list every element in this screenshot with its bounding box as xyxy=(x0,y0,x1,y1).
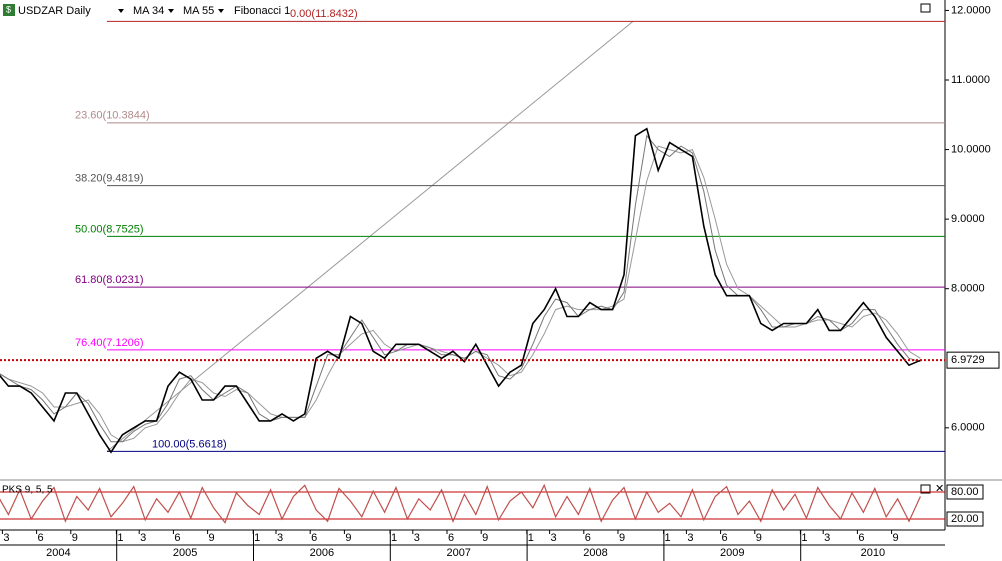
dropdown-arrow[interactable] xyxy=(118,9,124,13)
x-tick-label: 3 xyxy=(824,532,830,544)
year-label: 2004 xyxy=(46,547,70,559)
x-tick-label: 9 xyxy=(345,532,351,544)
x-tick-label: 9 xyxy=(893,532,899,544)
x-tick-label: 3 xyxy=(551,532,557,544)
x-tick-label: 1 xyxy=(528,532,534,544)
year-label: 2010 xyxy=(861,547,885,559)
indicator-ma34[interactable]: MA 34 xyxy=(133,5,164,17)
y-tick-label: 6.0000 xyxy=(951,422,985,434)
fibonacci-label: 76.40(7.1206) xyxy=(75,337,144,349)
fibonacci-label: 100.00(5.6618) xyxy=(152,438,227,450)
fibonacci-label: 61.80(8.0231) xyxy=(75,274,144,286)
y-tick-label: 9.0000 xyxy=(951,213,985,225)
x-tick-label: 1 xyxy=(254,532,260,544)
year-label: 2005 xyxy=(173,547,197,559)
year-label: 2008 xyxy=(583,547,607,559)
dropdown-arrow[interactable] xyxy=(168,9,174,13)
x-tick-label: 1 xyxy=(665,532,671,544)
oscillator-level-label: 20.00 xyxy=(951,513,979,525)
x-tick-label: 1 xyxy=(801,532,807,544)
y-tick-label: 8.0000 xyxy=(951,283,985,295)
x-tick-label: 6 xyxy=(585,532,591,544)
symbol-icon[interactable] xyxy=(3,4,15,16)
dropdown-arrow[interactable] xyxy=(218,9,224,13)
x-tick-label: 1 xyxy=(117,532,123,544)
indicator-fibonacci[interactable]: Fibonacci 1 xyxy=(234,5,290,17)
x-tick-label: 3 xyxy=(414,532,420,544)
oscillator-line xyxy=(0,483,921,524)
close-button[interactable]: ✕ xyxy=(935,483,944,495)
year-label: 2009 xyxy=(720,547,744,559)
x-tick-label: 9 xyxy=(482,532,488,544)
x-tick-label: 6 xyxy=(38,532,44,544)
oscillator-level-box xyxy=(946,511,984,527)
fibonacci-label: 23.60(10.3844) xyxy=(75,110,150,122)
symbol-title[interactable]: USDZAR Daily xyxy=(18,5,91,17)
x-tick-label: 3 xyxy=(687,532,693,544)
oscillator-level-label: 80.00 xyxy=(951,486,979,498)
toolbar: $ USDZAR Daily MA 34 MA 55 Fibonacci 1 xyxy=(3,3,931,17)
fibonacci-label: 0.00(11.8432) xyxy=(290,8,358,20)
x-tick-label: 6 xyxy=(448,532,454,544)
x-tick-label: 9 xyxy=(209,532,215,544)
x-tick-label: 9 xyxy=(756,532,762,544)
x-tick-label: 9 xyxy=(72,532,78,544)
x-tick-label: 3 xyxy=(277,532,283,544)
y-tick-label: 10.0000 xyxy=(951,143,991,155)
fibonacci-label: 50.00(8.7525) xyxy=(75,223,144,235)
y-tick-label: 12.0000 xyxy=(951,4,991,16)
last-price-box xyxy=(946,351,1000,369)
x-tick-label: 6 xyxy=(311,532,317,544)
maximize-button[interactable] xyxy=(920,3,931,13)
maximize-button[interactable] xyxy=(920,484,931,494)
y-tick-label: 11.0000 xyxy=(951,74,990,86)
x-tick-label: 9 xyxy=(619,532,625,544)
x-tick-label: 6 xyxy=(722,532,728,544)
price-line xyxy=(0,127,921,454)
year-label: 2006 xyxy=(310,547,334,559)
last-price-label: 6.9729 xyxy=(951,354,985,366)
x-tick-label: 6 xyxy=(174,532,180,544)
indicator-ma55[interactable]: MA 55 xyxy=(183,5,214,17)
oscillator-level-box xyxy=(946,484,984,500)
oscillator-title[interactable]: PKS 9, 5, 5 xyxy=(2,485,53,496)
x-tick-label: 6 xyxy=(858,532,864,544)
x-tick-label: 3 xyxy=(3,532,9,544)
fibonacci-label: 38.20(9.4819) xyxy=(75,173,144,185)
x-tick-label: 3 xyxy=(140,532,146,544)
x-tick-label: 1 xyxy=(391,532,397,544)
year-label: 2007 xyxy=(446,547,470,559)
symbol-icon-glyph: $ xyxy=(6,4,11,14)
